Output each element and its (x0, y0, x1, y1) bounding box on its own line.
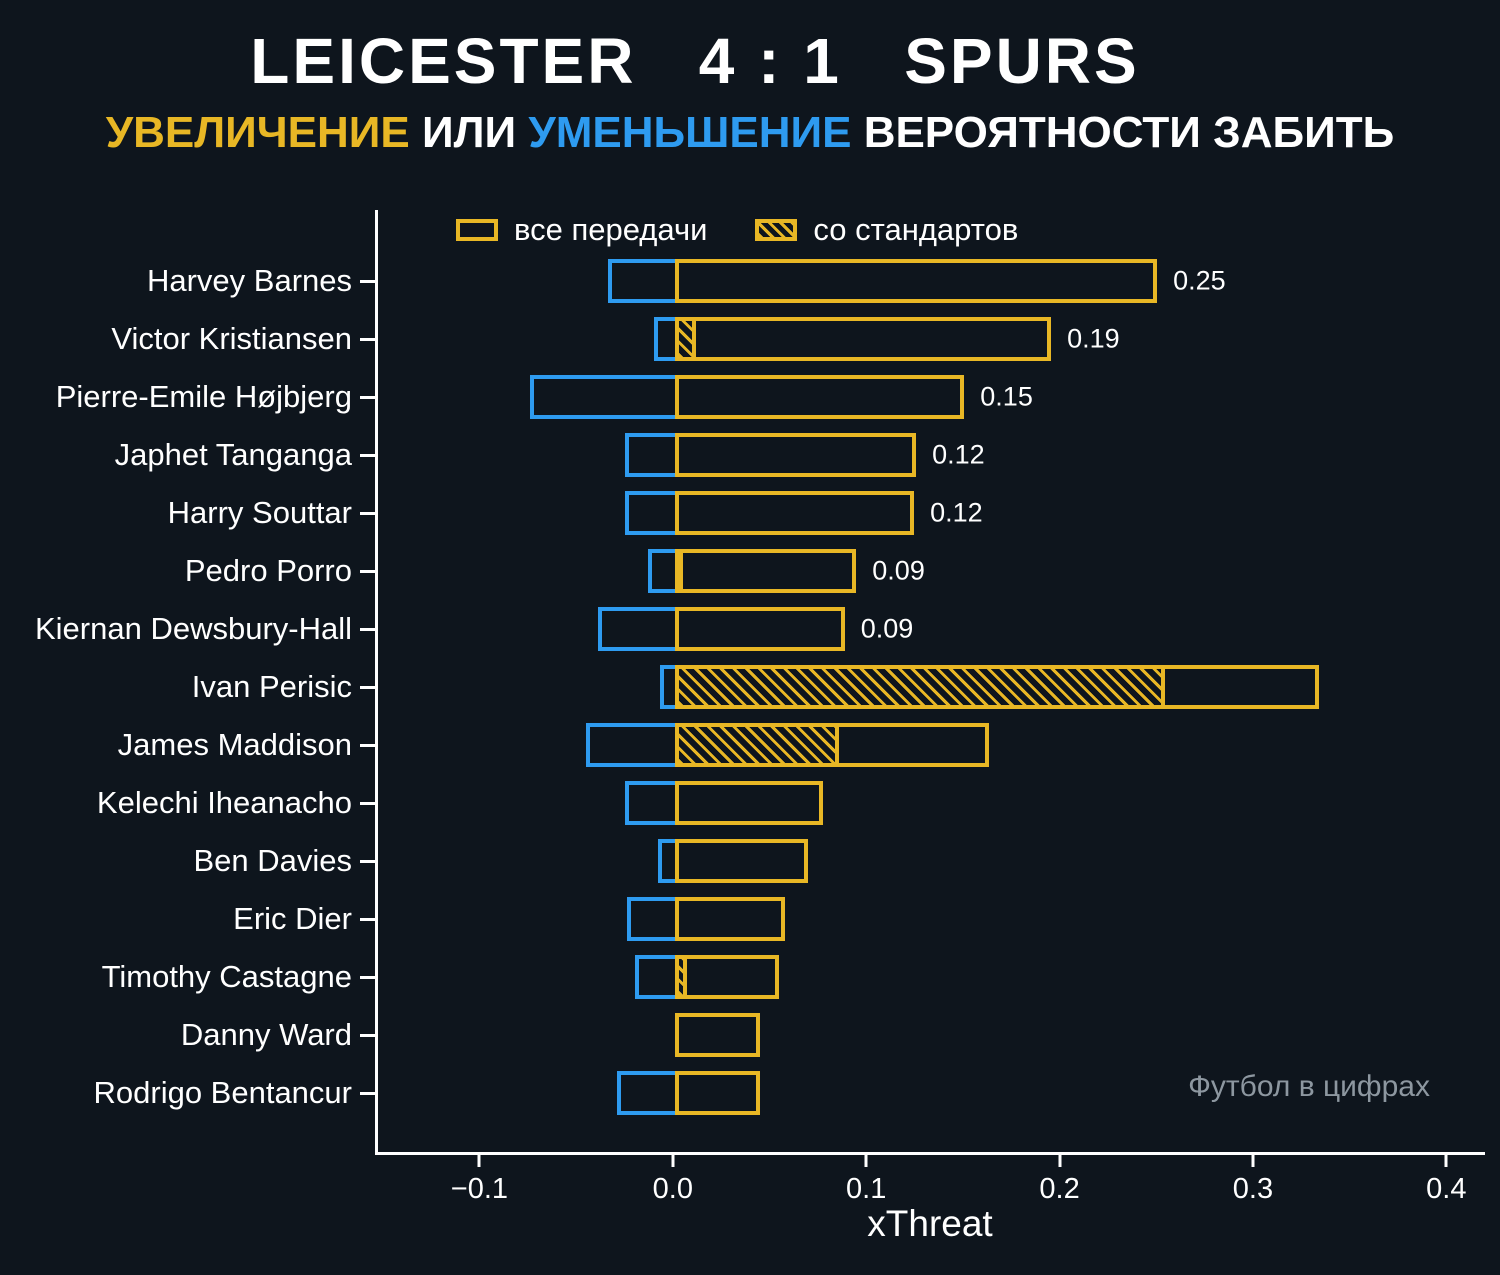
bar-value-label: 0.19 (1067, 323, 1120, 354)
player-label: Ben Davies (193, 843, 352, 878)
x-tick (671, 1155, 675, 1167)
y-tick (360, 1091, 375, 1095)
bar-negative (626, 897, 679, 941)
subtitle-or: ИЛИ (422, 108, 517, 157)
player-label: Danny Ward (180, 1017, 352, 1052)
bar-negative (530, 375, 679, 419)
bar-value-label: 0.09 (872, 555, 925, 586)
bar-positive (674, 955, 780, 999)
x-axis-title: xThreat (867, 1203, 993, 1244)
subtitle-increase: УВЕЛИЧЕНИЕ (105, 108, 410, 157)
bar-value-label: 0.12 (930, 497, 983, 528)
player-label: Harvey Barnes (146, 263, 352, 298)
legend-label-set-pieces: со стандартов (813, 212, 1019, 247)
x-tick-label: 0.3 (1232, 1173, 1274, 1205)
x-tick-label: 0.1 (846, 1173, 887, 1205)
x-axis: −0.1 0.0 0.1 0.2 0.3 0.4 (375, 1155, 1485, 1225)
x-tick (477, 1155, 481, 1167)
y-tick (360, 859, 375, 863)
bar-setpiece (674, 723, 839, 767)
y-tick (360, 743, 375, 747)
bars-container: 0.25 0.19 0.15 0.12 0.12 0.09 0.09 (360, 210, 1485, 1152)
bar-negative (624, 433, 679, 477)
y-tick (360, 337, 375, 341)
bar-setpiece (674, 317, 697, 361)
y-tick (360, 279, 375, 283)
x-tick-label: 0.4 (1426, 1173, 1467, 1205)
bar-setpiece (674, 549, 683, 593)
player-label: Japhet Tanganga (114, 437, 352, 472)
bar-negative (607, 259, 679, 303)
bar-value-label: 0.09 (860, 613, 914, 644)
legend: все передачи со стандартов (456, 212, 1018, 248)
x-tick (1251, 1155, 1255, 1167)
bar-positive (674, 839, 809, 883)
player-label: Pierre-Emile Højbjerg (55, 379, 352, 414)
x-tick-label: 0.2 (1039, 1173, 1080, 1205)
bar-positive (674, 375, 965, 419)
bar-positive (674, 1013, 760, 1057)
player-label: Kelechi Iheanacho (96, 785, 352, 820)
y-tick (360, 511, 375, 515)
legend-label-all-passes: все передачи (514, 212, 708, 247)
x-tick-label: −0.1 (450, 1173, 509, 1205)
watermark: Футбол в цифрах (1188, 1070, 1430, 1103)
player-label: Harry Souttar (167, 495, 352, 530)
bar-positive (674, 259, 1158, 303)
bar-positive (674, 317, 1052, 361)
player-label: Ivan Perisic (191, 669, 352, 704)
subtitle-rest: ВЕРОЯТНОСТИ ЗАБИТЬ (863, 108, 1395, 157)
plot-area: все передачи со стандартов 0.25 0.19 0.15 0… (360, 210, 1485, 1155)
subtitle-decrease: УМЕНЬШЕНИЕ (528, 108, 852, 157)
player-label: Kiernan Dewsbury-Hall (34, 611, 352, 646)
player-label: Pedro Porro (184, 553, 352, 588)
match-title: LEICESTER 4 : 1 SPURS (250, 25, 1140, 97)
player-label: Timothy Castagne (101, 959, 352, 994)
y-tick (360, 801, 375, 805)
x-tick (1058, 1155, 1062, 1167)
y-tick (360, 975, 375, 979)
legend-swatch-set-pieces-icon (755, 219, 798, 241)
subtitle: УВЕЛИЧЕНИЕ ИЛИ УМЕНЬШЕНИЕ ВЕРОЯТНОСТИ ЗА… (0, 108, 1500, 158)
player-label: Victor Kristiansen (111, 321, 352, 356)
bar-positive (674, 781, 824, 825)
player-label: Eric Dier (233, 901, 352, 936)
bar-negative (586, 723, 679, 767)
bar-negative (617, 1071, 679, 1115)
bar-value-label: 0.12 (932, 439, 985, 470)
y-tick (360, 569, 375, 573)
y-tick (360, 685, 375, 689)
legend-swatch-all-passes-icon (456, 219, 498, 241)
bar-value-label: 0.25 (1173, 265, 1226, 296)
bar-negative (597, 607, 679, 651)
bar-positive (674, 897, 785, 941)
bar-negative (634, 955, 679, 999)
y-tick (360, 453, 375, 457)
bar-positive (674, 1071, 760, 1115)
bar-setpiece (674, 955, 687, 999)
y-tick (360, 395, 375, 399)
player-label: James Maddison (117, 727, 352, 762)
bar-positive (674, 607, 845, 651)
bar-negative (624, 491, 679, 535)
bar-positive (674, 549, 857, 593)
bar-positive (674, 433, 917, 477)
y-axis-labels: Harvey Barnes Victor Kristiansen Pierre-Em… (0, 210, 358, 1155)
x-tick (864, 1155, 868, 1167)
x-tick-label: 0.0 (652, 1173, 693, 1205)
bar-positive (674, 491, 915, 535)
y-tick (360, 1033, 375, 1037)
bar-negative (624, 781, 679, 825)
x-tick (1444, 1155, 1448, 1167)
player-label: Rodrigo Bentancur (93, 1075, 353, 1110)
bar-value-label: 0.15 (980, 381, 1033, 412)
bar-setpiece (674, 665, 1165, 709)
y-tick (360, 627, 375, 631)
y-tick (360, 917, 375, 921)
